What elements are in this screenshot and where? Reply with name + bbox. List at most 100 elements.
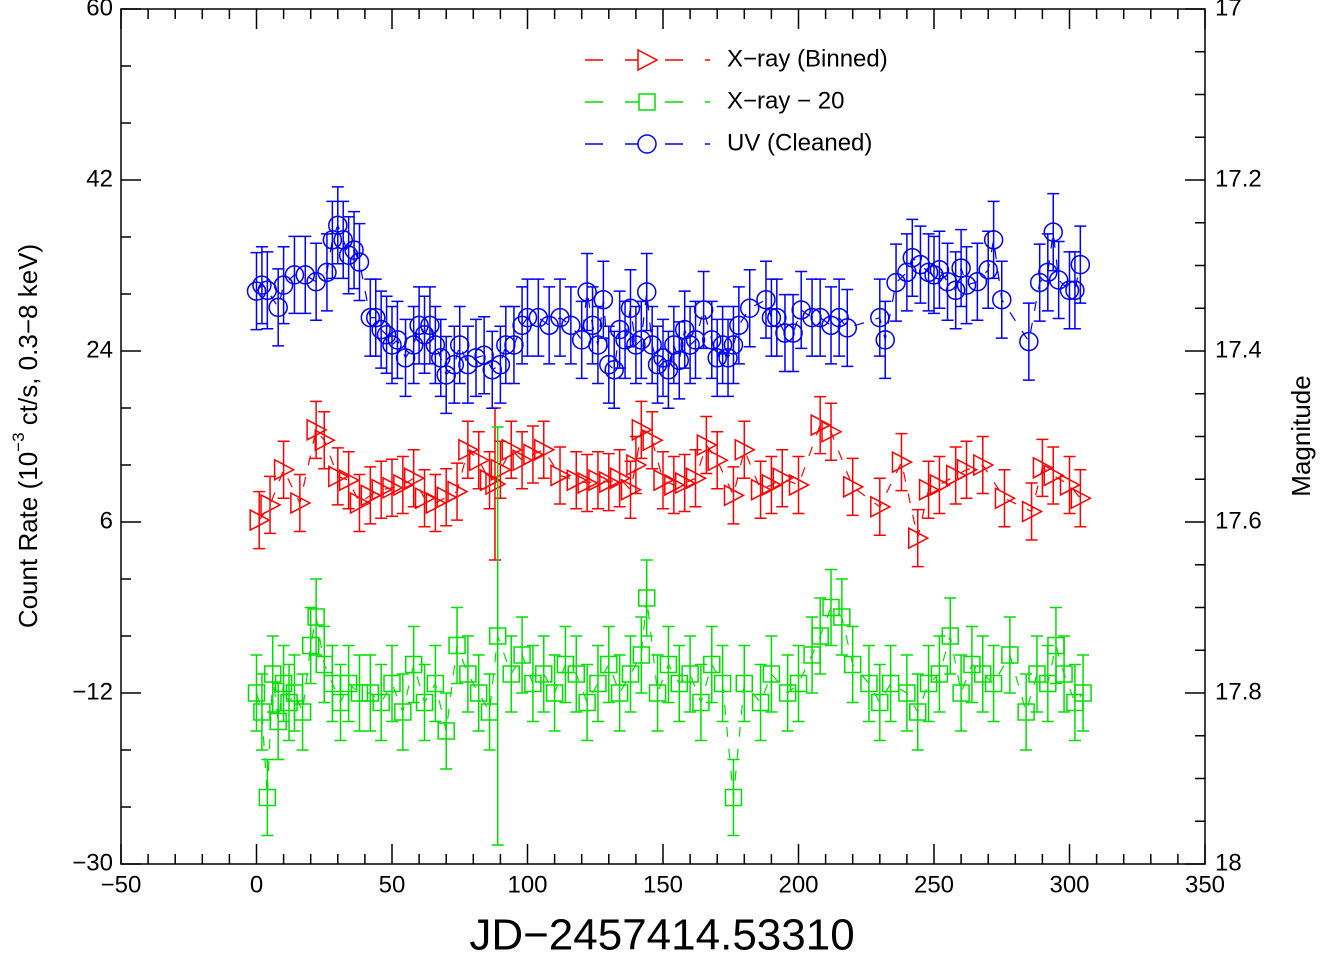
error-bar xyxy=(613,449,626,508)
marker xyxy=(810,307,830,328)
marker xyxy=(350,684,369,702)
marker xyxy=(750,478,773,501)
error-bar xyxy=(570,450,583,510)
error-bar xyxy=(494,325,507,404)
marker xyxy=(339,674,358,693)
error-bar xyxy=(806,278,819,357)
marker xyxy=(588,335,608,355)
error-bar xyxy=(976,435,989,495)
marker xyxy=(610,684,629,702)
error-bar xyxy=(1074,469,1087,528)
marker xyxy=(1038,262,1058,283)
error-bar xyxy=(976,635,989,713)
error-bar xyxy=(941,242,954,321)
marker xyxy=(756,289,776,310)
error-bar xyxy=(461,635,474,713)
series-line xyxy=(255,597,1084,798)
marker xyxy=(636,282,657,302)
marker xyxy=(1028,665,1046,683)
error-bar xyxy=(407,625,420,704)
marker xyxy=(448,636,466,655)
error-bar xyxy=(516,616,529,694)
marker xyxy=(871,693,889,712)
marker xyxy=(973,453,995,477)
y2-tick-label: 17.6 xyxy=(1215,507,1262,534)
error-bar xyxy=(337,200,350,280)
error-bar xyxy=(255,245,268,325)
marker xyxy=(504,335,524,355)
marker xyxy=(338,245,359,265)
error-bar xyxy=(987,200,1000,280)
error-bar xyxy=(971,242,984,321)
error-bar xyxy=(662,330,675,410)
marker xyxy=(860,674,878,693)
error-bar xyxy=(727,466,740,525)
error-bar xyxy=(873,663,886,742)
error-bar xyxy=(814,395,827,455)
marker xyxy=(290,491,312,515)
error-bar xyxy=(250,251,263,331)
marker xyxy=(837,318,858,338)
marker xyxy=(1070,254,1091,275)
y-tick-label: −12 xyxy=(72,678,113,705)
error-bar xyxy=(277,440,290,499)
error-bar xyxy=(491,426,504,846)
marker xyxy=(664,473,686,497)
error-bar xyxy=(711,431,724,490)
error-bar xyxy=(928,235,940,315)
error-bar xyxy=(526,644,539,723)
marker xyxy=(1021,500,1044,523)
error-bar xyxy=(765,635,778,713)
error-bar xyxy=(1077,654,1090,732)
error-bar xyxy=(413,286,426,365)
marker xyxy=(712,335,733,355)
marker xyxy=(474,345,494,366)
error-bar xyxy=(754,460,767,519)
error-bar xyxy=(873,477,886,537)
error-bar xyxy=(554,278,567,357)
marker xyxy=(941,627,960,645)
error-bar xyxy=(651,654,664,732)
marker xyxy=(528,307,549,328)
y2-tick-label: 17.2 xyxy=(1215,165,1262,192)
x-tick-label: 300 xyxy=(1049,871,1089,898)
marker xyxy=(420,315,440,336)
marker xyxy=(314,429,336,452)
error-bar xyxy=(264,475,277,535)
error-bar xyxy=(949,446,962,505)
error-bar xyxy=(1033,243,1046,322)
error-bar xyxy=(835,578,848,656)
error-bar xyxy=(846,625,859,704)
marker xyxy=(843,655,862,674)
error-bar xyxy=(451,606,464,685)
marker xyxy=(626,335,646,355)
error-bar xyxy=(700,415,713,475)
error-bar xyxy=(833,278,846,357)
marker xyxy=(317,262,337,283)
marker xyxy=(450,335,470,355)
error-bar xyxy=(673,644,686,723)
error-bar xyxy=(304,606,317,685)
marker xyxy=(371,319,391,340)
marker xyxy=(718,348,738,368)
marker xyxy=(501,438,523,462)
marker xyxy=(929,473,952,497)
y-tick-label: 60 xyxy=(86,0,113,21)
marker xyxy=(761,473,784,497)
error-bar xyxy=(483,673,496,751)
marker xyxy=(260,493,282,517)
error-bar xyxy=(353,473,366,533)
marker xyxy=(436,365,456,385)
error-bar xyxy=(461,420,474,480)
marker xyxy=(539,315,559,336)
marker xyxy=(328,465,350,488)
marker xyxy=(599,354,619,375)
marker xyxy=(620,478,643,501)
marker xyxy=(284,265,305,285)
marker xyxy=(268,297,288,318)
error-bar xyxy=(391,300,404,380)
marker xyxy=(783,323,803,343)
marker xyxy=(249,508,271,532)
marker xyxy=(371,478,393,501)
